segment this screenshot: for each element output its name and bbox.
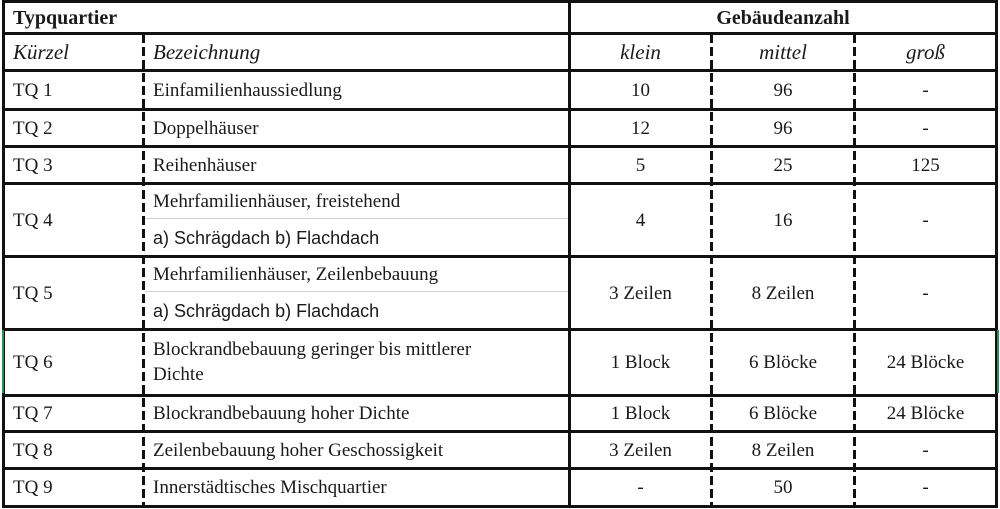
row-code: TQ 8 (13, 439, 53, 461)
row-name: Blockrandbebauung geringer bis mittlerer… (145, 331, 568, 394)
table-rule (2, 505, 998, 508)
row-mittel: 50 (773, 477, 793, 498)
table-rule (2, 394, 998, 397)
row-code: TQ 2 (13, 117, 53, 139)
row-code: TQ 5 (13, 282, 53, 304)
row-mittel: 8 Zeilen (751, 439, 815, 461)
row-klein: 1 Block (610, 352, 671, 373)
column-header-klein: klein (620, 39, 661, 64)
row-gross: 125 (911, 154, 940, 176)
dashed-column-rule (710, 34, 713, 506)
row-klein: 12 (631, 117, 650, 139)
dashed-column-rule (853, 34, 856, 506)
row-name: Blockrandbebauung hoher Dichte (153, 403, 410, 424)
column-header-kuerzel: Kürzel (13, 39, 70, 64)
row-name-line-1: Mehrfamilienhäuser, freistehend (153, 191, 401, 212)
row-klein: 5 (635, 154, 646, 176)
table-rule (2, 32, 998, 35)
row-selection-mark (2, 330, 4, 393)
row-mittel: 6 Blöcke (748, 403, 818, 424)
row-mittel: 96 (773, 117, 793, 139)
group-header-gebaeudeanzahl: Gebäudeanzahl (716, 6, 850, 29)
row-mittel: 96 (773, 79, 793, 101)
table-rule (2, 328, 998, 331)
table-rule (2, 255, 998, 258)
row-gross: 24 Blöcke (886, 352, 965, 373)
row-name: Reihenhäuser (153, 154, 257, 176)
row-mittel: 6 Blöcke (748, 352, 818, 373)
row-klein: 1 Block (610, 403, 671, 424)
table-rule (2, 0, 5, 508)
row-name: Einfamilienhaussiedlung (153, 79, 342, 101)
table-rule (995, 0, 998, 508)
group-header-typquartier: Typquartier (13, 6, 118, 29)
row-klein: 3 Zeilen (609, 282, 672, 304)
row-code: TQ 3 (13, 154, 53, 176)
table-rule (2, 182, 998, 185)
row-gross: - (922, 209, 929, 231)
row-name-line-1: Blockrandbebauung geringer bis mittlerer (153, 339, 472, 361)
table-rule (2, 108, 998, 111)
column-header-gross: groß (906, 39, 945, 64)
dashed-column-rule (142, 34, 145, 506)
inner-row-rule (145, 291, 570, 292)
table-rule (2, 0, 998, 3)
row-klein: 4 (635, 209, 646, 231)
row-gross: - (922, 79, 929, 101)
row-name-line-2: a) Schrägdach b) Flachdach (153, 300, 380, 321)
row-gross: - (922, 282, 929, 304)
table-rule (2, 69, 998, 72)
row-name: Doppelhäuser (153, 117, 259, 139)
row-mittel: 8 Zeilen (751, 282, 815, 304)
table-rule (2, 467, 998, 470)
row-name: Zeilenbebauung hoher Geschossigkeit (153, 439, 444, 461)
column-header-bezeichnung: Bezeichnung (153, 39, 261, 64)
row-selection-mark (997, 330, 999, 393)
row-gross: - (922, 117, 929, 139)
row-name-line-1: Mehrfamilienhäuser, Zeilenbebauung (153, 264, 439, 285)
inner-row-rule (145, 218, 570, 219)
row-gross: - (922, 477, 929, 498)
table-rule (2, 145, 998, 148)
row-code: TQ 6 (13, 352, 53, 373)
row-code: TQ 4 (13, 209, 53, 231)
column-header-mittel: mittel (759, 39, 807, 64)
row-name-line-2: Dichte (153, 363, 204, 385)
row-code: TQ 9 (13, 477, 53, 498)
row-gross: 24 Blöcke (886, 403, 965, 424)
row-code: TQ 7 (13, 403, 53, 424)
row-name: Innerstädtisches Mischquartier (153, 477, 387, 498)
row-klein: 3 Zeilen (609, 439, 672, 461)
row-name-line-2: a) Schrägdach b) Flachdach (153, 227, 380, 248)
row-klein: - (637, 477, 644, 498)
row-mittel: 16 (773, 209, 793, 231)
table-rule (2, 430, 998, 433)
row-mittel: 25 (773, 154, 793, 176)
table-rule (568, 0, 571, 508)
row-klein: 10 (631, 79, 650, 101)
row-code: TQ 1 (13, 79, 53, 101)
row-gross: - (922, 439, 929, 461)
